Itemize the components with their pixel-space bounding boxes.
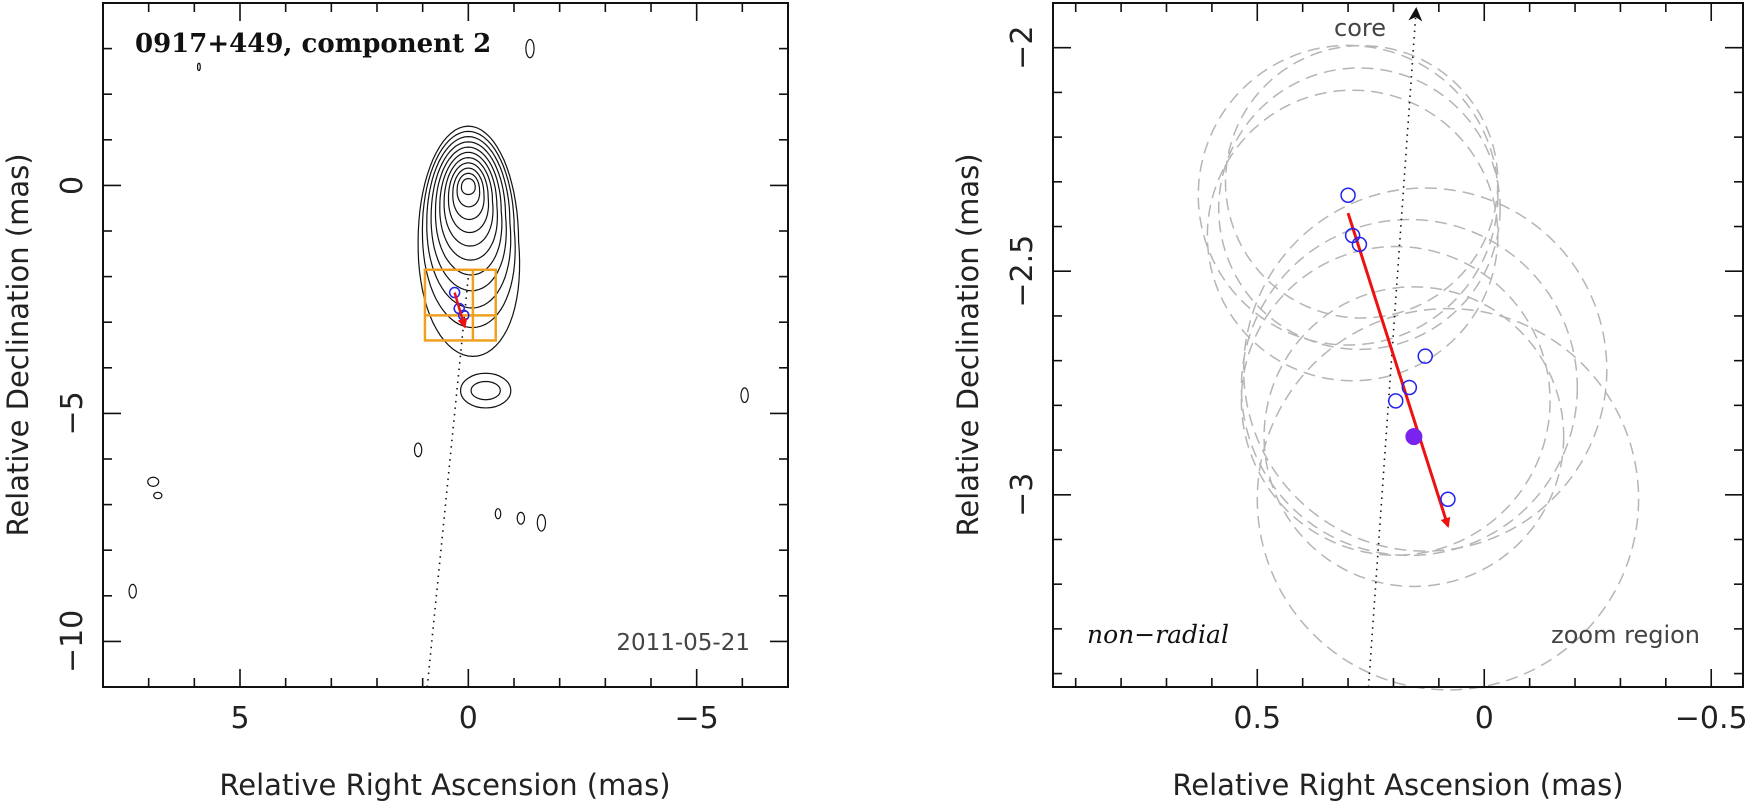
contour-level-4 [430, 141, 507, 292]
right-x-tick-label: 0.5 [1233, 701, 1281, 736]
right-y-tick-label: −3 [1005, 473, 1040, 517]
uncertainty-circle-5 [1242, 187, 1608, 552]
uncertainty-circle-8 [1256, 307, 1640, 691]
noise-contour-6 [536, 514, 547, 532]
right-ticks: 0.5 0 −0.5 −2 −2.5 −3 [1005, 2, 1748, 736]
left-ticks: 5 0 −5 0 −5 −10 [55, 2, 789, 736]
left-y-tick-label: 0 [55, 176, 90, 195]
left-x-tick-label: −5 [675, 701, 719, 736]
noise-contour-9 [128, 583, 137, 599]
uncertainty-circle-2 [1224, 44, 1499, 319]
contour-level-5 [434, 146, 503, 276]
noise-contour-5 [516, 511, 526, 525]
epoch-point-1 [1340, 187, 1356, 203]
contour-level-10 [456, 172, 481, 208]
left-y-tick-label: −10 [55, 610, 90, 673]
noise-contour-8 [153, 491, 163, 500]
uncertainty-circle-9 [1263, 286, 1565, 588]
right-y-axis-label: Relative Declination (mas) [951, 153, 985, 536]
left-y-axis-label: Relative Declination (mas) [1, 153, 35, 536]
epoch-point-4 [1417, 348, 1433, 364]
zoom-region-label: zoom region [1551, 621, 1700, 649]
contour-level-6 [439, 151, 499, 261]
left-ridge-line [426, 276, 470, 688]
noise-contour-4 [494, 508, 502, 520]
right-x-tick-label: 0 [1475, 701, 1494, 736]
left-plot-frame [102, 2, 789, 688]
right-panel: 0.5 0 −0.5 −2 −2.5 −3 core zoom region non−ra… [951, 2, 1748, 802]
epoch-point-filled [1405, 428, 1423, 446]
contour-level-3 [426, 135, 512, 309]
contour-level-8 [447, 162, 490, 234]
epoch-point-5 [1401, 379, 1418, 396]
left-y-tick-label: −5 [55, 391, 90, 435]
core-direction-line [1367, 7, 1423, 688]
left-marks [423, 268, 497, 688]
uncertainty-circle-7 [1240, 245, 1551, 556]
epoch-point-6 [1387, 393, 1404, 409]
zoom-box [423, 268, 497, 342]
left-date-label: 2011-05-21 [616, 630, 750, 656]
right-x-tick-label: −0.5 [1675, 701, 1748, 736]
left-component-point-1 [448, 286, 461, 299]
noise-contour-7 [147, 476, 160, 487]
epoch-point-3 [1351, 236, 1368, 253]
uncertainty-circle-1 [1197, 44, 1499, 346]
epoch-point-7 [1440, 491, 1456, 507]
contour-map [128, 38, 749, 599]
left-x-tick-label: 0 [459, 701, 478, 736]
left-panel: 5 0 −5 0 −5 −10 0917+449, component 2 2011-05… [1, 2, 789, 802]
noise-contour-3 [413, 442, 423, 458]
uncertainty-circle-6 [1240, 218, 1579, 557]
contour-level-7 [443, 156, 494, 247]
right-y-tick-label: −2.5 [1005, 235, 1040, 308]
left-x-tick-label: 5 [230, 701, 249, 736]
noise-contour-1 [525, 38, 535, 59]
right-x-axis-label: Relative Right Ascension (mas) [1172, 768, 1623, 802]
left-motion-arrow [453, 292, 468, 329]
noise-contour-2 [740, 387, 749, 404]
left-title: 0917+449, component 2 [135, 29, 491, 59]
uncertainty-circle-4 [1217, 67, 1501, 351]
right-motion-arrow [1346, 212, 1451, 528]
noise-contour-10 [196, 62, 201, 72]
contour-level-9 [452, 167, 485, 221]
core-label: core [1334, 14, 1386, 42]
right-plot-frame [1052, 2, 1744, 688]
southern-blob-contour-2 [470, 380, 501, 401]
right-marks [1197, 7, 1640, 691]
left-x-axis-label: Relative Right Ascension (mas) [219, 768, 670, 802]
southern-blob-contour-1 [459, 372, 512, 409]
contour-level-11 [460, 178, 476, 196]
motion-type-label: non−radial [1087, 620, 1229, 649]
right-y-tick-label: −2 [1005, 26, 1040, 70]
